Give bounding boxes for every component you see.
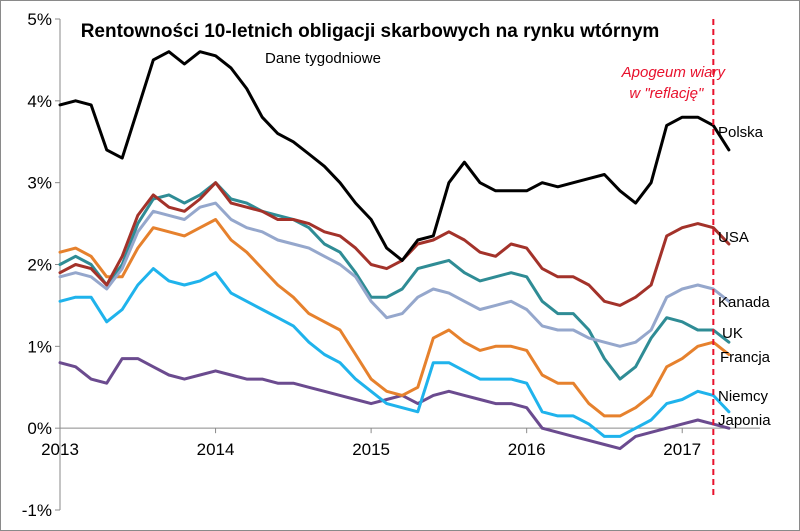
series-line-japonia (58, 357, 731, 451)
chart-title: Rentowności 10-letnich obligacji skarbow… (81, 21, 660, 42)
series-line-niemcy (58, 267, 731, 438)
series-label-francja: Francja (720, 349, 771, 366)
series-line-kanada (58, 201, 731, 348)
x-tick-label: 2016 (508, 440, 546, 459)
series-labels: Polska USA Kanada UK Francja Niemcy Japonia (718, 124, 771, 429)
series-label-polska: Polska (718, 124, 764, 141)
y-tick-label: 2% (27, 256, 52, 275)
annotation-text-line2: w "reflację" (629, 85, 704, 102)
chart-subtitle: Dane tygodniowe (265, 50, 381, 67)
x-tick-label: 2017 (663, 440, 701, 459)
y-tick-label: 0% (27, 419, 52, 438)
annotation: Apogeum wiary w "reflację" (621, 19, 727, 496)
series-line-polska (58, 50, 731, 262)
series-line-francja (58, 218, 731, 418)
series-label-japonia: Japonia (718, 412, 771, 429)
axes: -1% 0% 1% 2% 3% 4% 5% 2013 2014 2015 2016 2017 (22, 10, 760, 520)
series-label-usa: USA (718, 229, 749, 246)
series-label-kanada: Kanada (718, 294, 770, 311)
y-tick-label: 3% (27, 174, 52, 193)
series-lines (58, 50, 731, 451)
y-tick-label: 1% (27, 337, 52, 356)
annotation-text-line1: Apogeum wiary (621, 64, 727, 81)
series-label-uk: UK (722, 325, 743, 342)
x-tick-label: 2014 (197, 440, 235, 459)
series-line-usa (58, 181, 731, 307)
series-label-niemcy: Niemcy (718, 388, 769, 405)
x-tick-label: 2013 (41, 440, 79, 459)
y-tick-label: -1% (22, 501, 52, 520)
series-line-uk (58, 181, 731, 381)
y-tick-label: 4% (27, 92, 52, 111)
y-tick-label: 5% (27, 10, 52, 29)
x-tick-label: 2015 (352, 440, 390, 459)
